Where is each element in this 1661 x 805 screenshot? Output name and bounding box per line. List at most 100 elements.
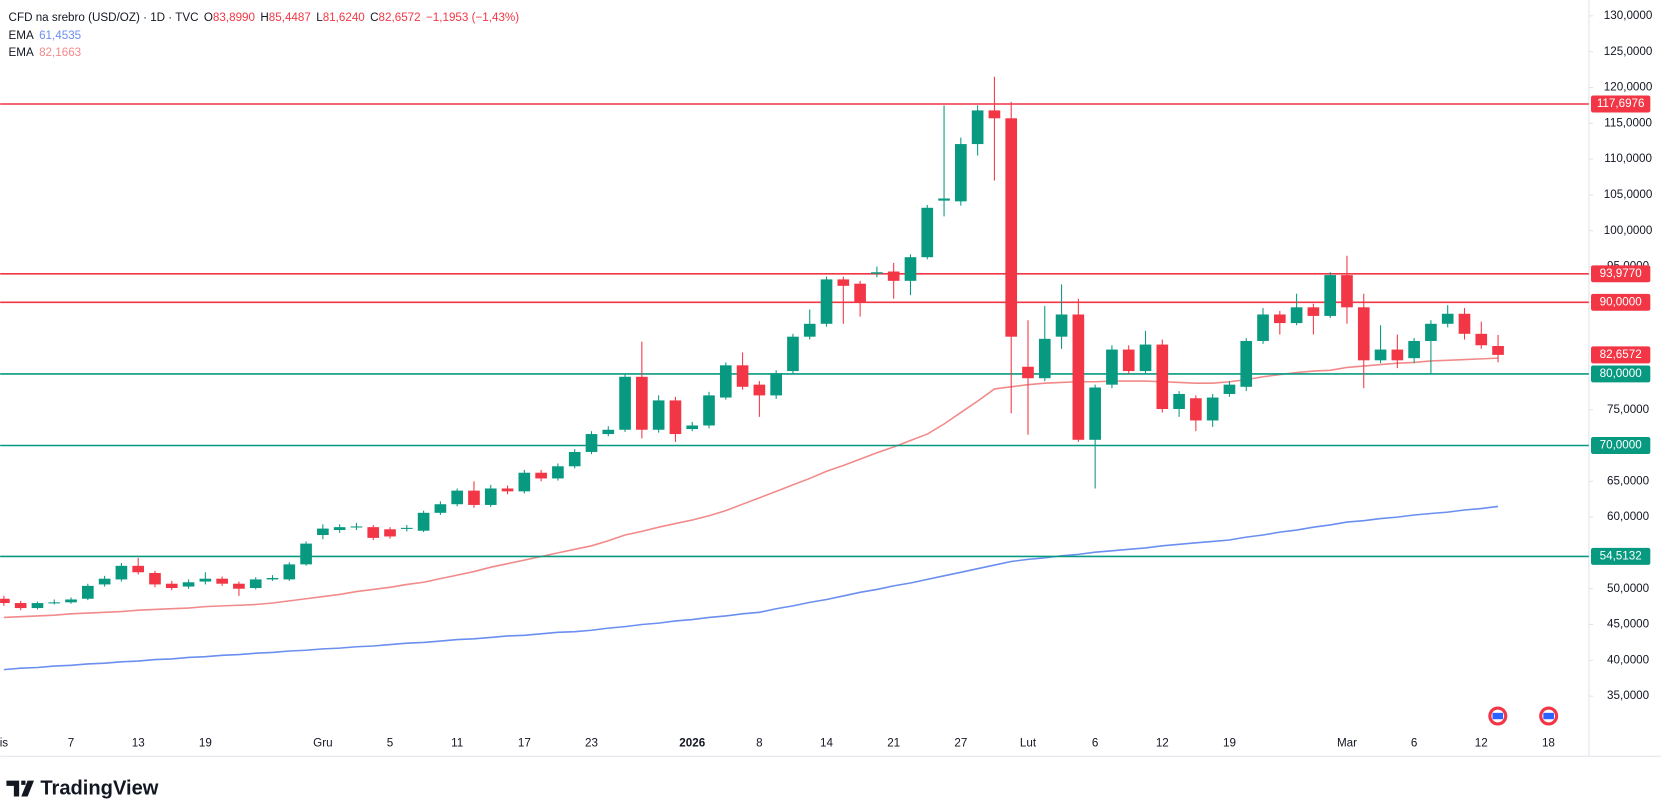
- x-tick-label: 12: [1156, 737, 1169, 750]
- candle-body: [400, 527, 413, 529]
- x-tick-label: 27: [954, 737, 967, 750]
- candle-body: [199, 578, 212, 582]
- candle-body: [1307, 307, 1320, 316]
- ema-line: [3, 505, 1499, 671]
- y-tick-label: 130,0000: [1604, 9, 1653, 22]
- candle-body: [82, 585, 94, 599]
- candle-body: [837, 279, 850, 286]
- candle-body: [1441, 313, 1454, 324]
- y-tick-label: 125,0000: [1604, 45, 1653, 58]
- candle-body: [703, 395, 715, 426]
- candle-body: [0, 598, 10, 604]
- header: CFD na srebro (USD/OZ) · 1D · TVC O83,89…: [9, 11, 520, 24]
- x-tick-label: 12: [1475, 737, 1488, 750]
- x-tick-label: 18: [1542, 737, 1555, 750]
- legend-item: EMA 82,1663: [9, 46, 82, 59]
- high-label: H: [260, 11, 268, 24]
- brand-logo: TradingView: [6, 777, 159, 799]
- candle-body: [115, 565, 128, 580]
- candle-body: [283, 564, 296, 580]
- candle-body: [501, 488, 514, 492]
- candle-body: [770, 373, 782, 396]
- candle-body: [1055, 314, 1068, 337]
- x-tick-label: 13: [132, 737, 145, 750]
- candle-body: [1022, 366, 1034, 379]
- legend-value: 82,1663: [39, 46, 81, 59]
- change: −1,1953 (−1,43%): [426, 11, 519, 24]
- y-tick-label: 105,0000: [1604, 188, 1653, 201]
- open-label: O: [204, 11, 213, 24]
- candle-body: [1089, 387, 1101, 440]
- level-label: 54,5132: [1600, 549, 1642, 562]
- x-tick-label: 23: [585, 737, 598, 750]
- x-tick-label: 19: [199, 737, 212, 750]
- candle-body: [1290, 307, 1303, 324]
- candle-body: [266, 577, 279, 580]
- x-tick-label: Mar: [1337, 737, 1357, 750]
- level-label-box: [1591, 547, 1651, 565]
- y-tick-label: 35,0000: [1607, 689, 1650, 702]
- candle-body: [149, 572, 161, 585]
- candle-body: [132, 565, 145, 573]
- axes: 35,0000 40,0000 45,0000 50,0000 60,0000 65,00…: [0, 9, 1653, 750]
- legend-item: EMA 61,4535: [9, 29, 82, 42]
- candle-body: [1206, 397, 1219, 421]
- candle-body: [803, 323, 816, 337]
- candle-body: [31, 603, 44, 609]
- candle-body: [921, 207, 934, 258]
- x-tick-label: 6: [1411, 737, 1417, 750]
- level-label-box: [1591, 365, 1651, 383]
- candle-body: [1408, 340, 1420, 359]
- candle-body: [568, 451, 581, 467]
- candle-body: [1223, 384, 1236, 394]
- candle-body: [65, 599, 77, 603]
- candle-body: [1106, 349, 1118, 385]
- y-tick-label: 50,0000: [1607, 582, 1650, 595]
- candle-body: [300, 543, 312, 565]
- candle-body: [854, 283, 866, 303]
- candle-body: [1122, 349, 1135, 372]
- candle-body: [535, 472, 547, 479]
- candle-body: [971, 110, 984, 145]
- candle-body: [871, 272, 883, 274]
- x-tick-label: Gru: [313, 737, 332, 750]
- y-tick-label: 110,0000: [1604, 152, 1652, 165]
- x-tick-label: 21: [887, 737, 900, 750]
- candle-body: [1357, 307, 1370, 361]
- legend-name: EMA: [9, 29, 34, 42]
- candle-body: [1273, 314, 1286, 324]
- low: 81,6240: [323, 11, 366, 24]
- legend-value: 61,4535: [39, 29, 81, 42]
- candle-body: [988, 110, 1001, 119]
- candle-body: [602, 429, 615, 435]
- brand-name: TradingView: [40, 777, 158, 799]
- last-price-label: 82,6572: [1600, 348, 1642, 361]
- candle-body: [249, 579, 262, 589]
- high: 85,4487: [269, 11, 311, 24]
- level-label: 90,0000: [1600, 295, 1643, 308]
- close: 82,6572: [379, 11, 421, 24]
- candle-body: [216, 578, 228, 584]
- y-tick-label: 120,0000: [1604, 81, 1653, 94]
- candle-body: [367, 527, 380, 538]
- candle-body: [820, 279, 833, 324]
- candle-body: [233, 583, 245, 589]
- candle-body: [1240, 340, 1253, 387]
- x-tick-label: 7: [68, 737, 74, 750]
- candle-body: [165, 583, 178, 589]
- x-tick-label: 11: [451, 737, 463, 750]
- x-tick-label: 6: [1092, 737, 1098, 750]
- candle-body: [484, 488, 497, 505]
- candle-body: [1492, 345, 1504, 355]
- candle-body: [14, 603, 27, 609]
- open: 83,8990: [213, 11, 256, 24]
- candle-body: [451, 490, 464, 505]
- candle-body: [1475, 333, 1488, 346]
- candle-body: [1341, 275, 1353, 308]
- x-tick-label: Lut: [1020, 737, 1037, 750]
- x-tick-label: is: [0, 737, 8, 750]
- candle-body: [1156, 344, 1169, 409]
- y-tick-label: 115,0000: [1604, 116, 1652, 129]
